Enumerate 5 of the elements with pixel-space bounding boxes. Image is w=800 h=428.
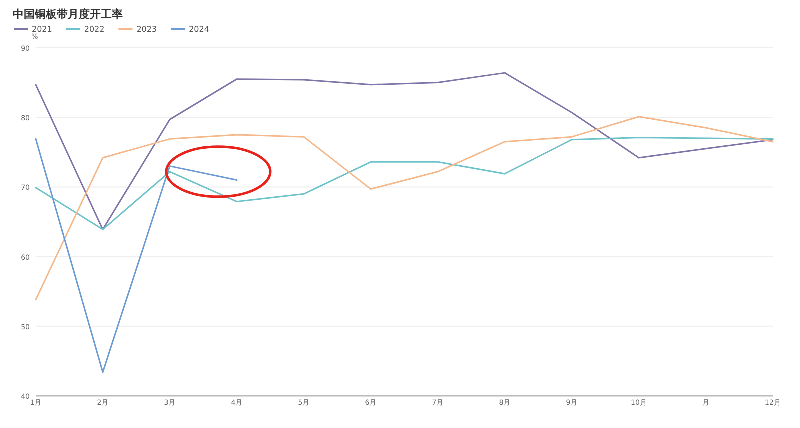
legend-label: 2021 xyxy=(32,25,52,34)
legend-label: 2022 xyxy=(84,25,105,34)
chart-title: 中国铜板带月度开工率 xyxy=(13,8,123,21)
legend-label: 2023 xyxy=(136,25,158,34)
legend-label: 2024 xyxy=(189,25,210,34)
